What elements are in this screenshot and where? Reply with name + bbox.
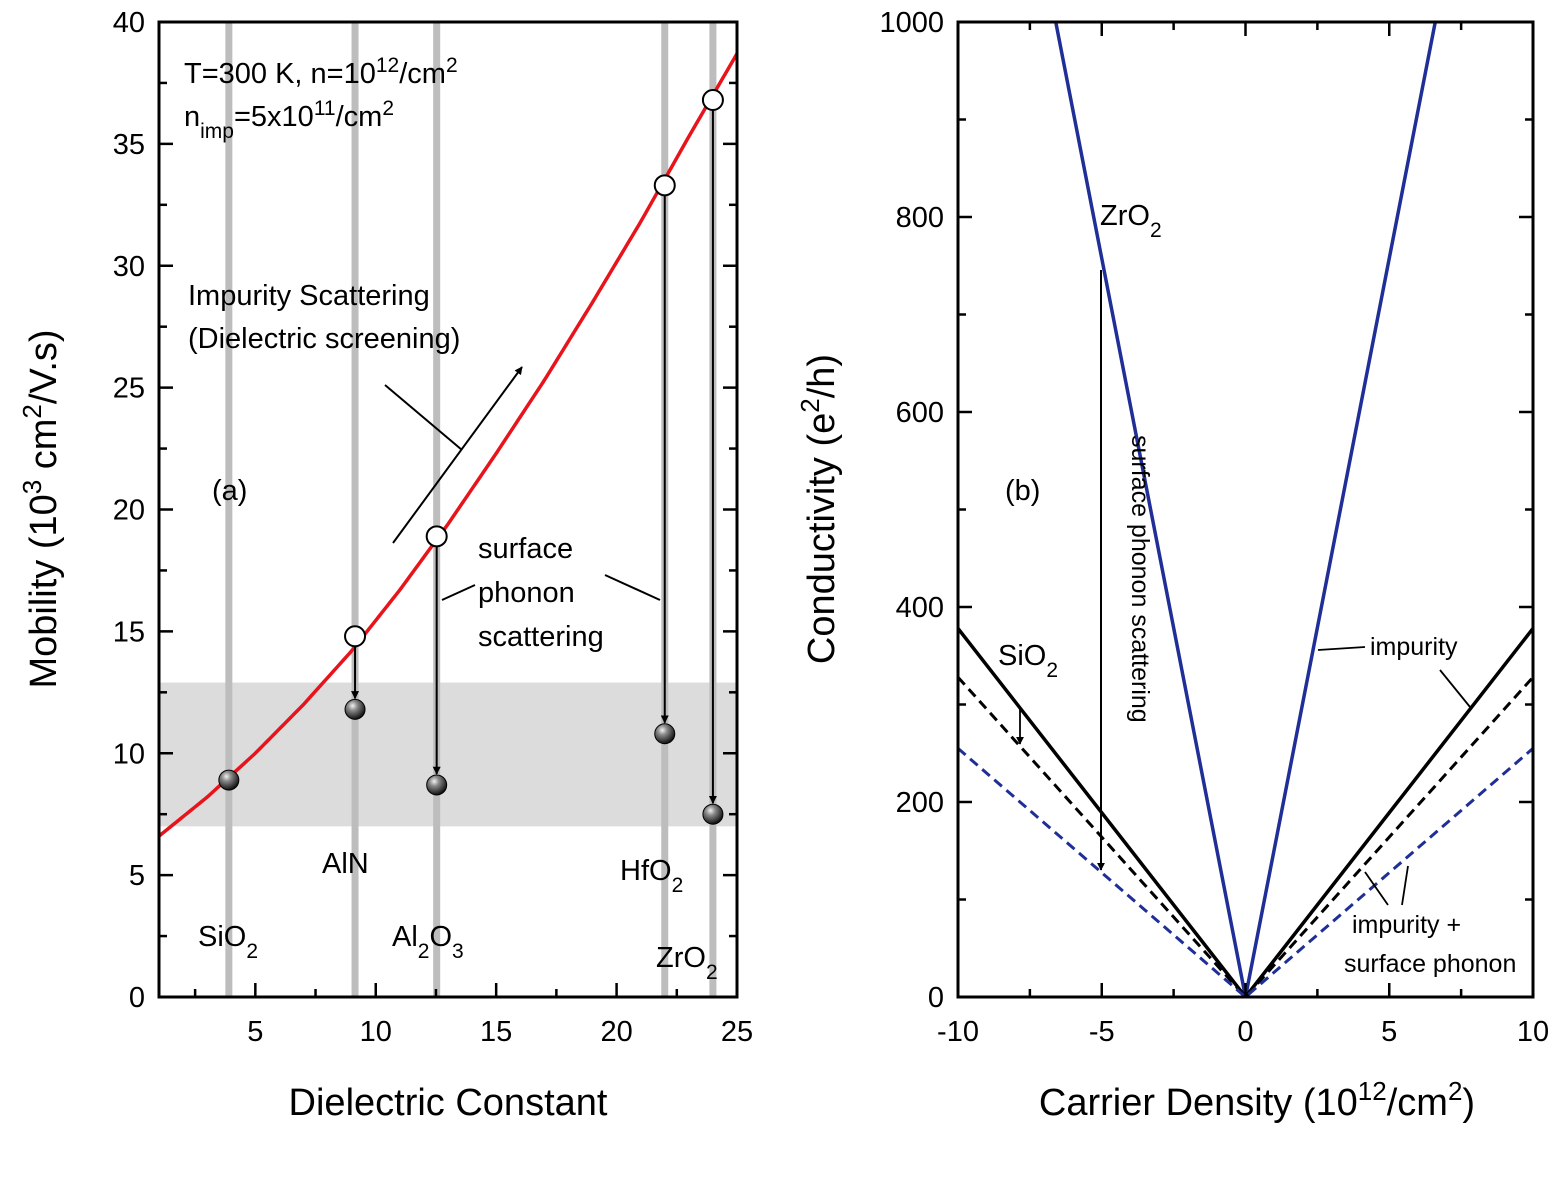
x-tick-label-b: -10: [937, 1016, 979, 1048]
total-point: [344, 698, 366, 720]
impurity-scattering-curve: [159, 52, 737, 838]
panel-b: -10 -5 0 5 10 0 200 400 600 800 1000 ZrO2 SiO2 (b)…: [795, 7, 1549, 1124]
x-tick-label-b: -5: [1089, 1016, 1115, 1048]
zro2-series-label: ZrO2: [1100, 200, 1162, 242]
plot-a-frame: [157, 20, 739, 999]
impurity-leader-1: [1317, 646, 1366, 651]
surface-phonon-label-3: scattering: [478, 621, 604, 653]
y-tick-label-a: 5: [129, 860, 145, 892]
series-solid-blue: [1054, 22, 1437, 997]
total-point: [654, 723, 676, 745]
impurity-plus-leader-2: [1401, 865, 1409, 906]
x-tick-label-a: 20: [600, 1016, 632, 1048]
impurity-point: [653, 174, 676, 197]
material-label-hfo2: HfO2: [620, 855, 683, 897]
y-axis-title-a: Mobility (103 cm2/V.s): [17, 329, 65, 688]
material-label-sio2: SiO2: [198, 921, 258, 963]
y-tick-label-b: 800: [896, 202, 944, 234]
y-tick-label-a: 35: [113, 129, 145, 161]
x-tick-label-a: 10: [360, 1016, 392, 1048]
impurity-label-leader: [384, 384, 463, 451]
total-point: [426, 774, 448, 796]
impurity-plus-label-2: surface phonon: [1344, 950, 1516, 978]
y-tick-label-a: 15: [113, 616, 145, 648]
y-tick-label-a: 20: [113, 495, 145, 527]
total-point: [702, 803, 724, 825]
x-tick-label-b: 5: [1381, 1016, 1397, 1048]
impurity-point: [701, 89, 724, 111]
panel-a-label: (a): [212, 475, 247, 507]
y-tick-label-b: 1000: [879, 7, 944, 39]
x-tick-label-b: 0: [1237, 1016, 1253, 1048]
x-tick-label-a: 15: [480, 1016, 512, 1048]
x-axis-title-b: Carrier Density (1012/cm2): [1039, 1076, 1475, 1124]
series-dashed-blue: [958, 747, 1533, 997]
material-label-zro2: ZrO2: [656, 942, 718, 984]
impurity-trend-arrow: [392, 366, 523, 544]
surface-phonon-label-1: surface: [478, 533, 573, 565]
y-tick-label-b: 600: [896, 397, 944, 429]
surface-phonon-vertical-label: surface phonon scattering: [1126, 435, 1154, 723]
impurity-plus-leader-1: [1364, 871, 1389, 906]
y-axis-title-b: Conductivity (e2/h): [795, 354, 843, 664]
x-tick-label-a: 25: [721, 1016, 753, 1048]
x-axis-title-a: Dielectric Constant: [289, 1082, 608, 1124]
conditions-line2: nimp=5x1011/cm2: [184, 97, 394, 143]
y-tick-label-a: 40: [113, 7, 145, 39]
surface-leader-left: [441, 584, 476, 601]
y-tick-label-a: 25: [113, 373, 145, 405]
x-tick-label-b: 10: [1517, 1016, 1549, 1048]
total-point: [218, 769, 240, 791]
impurity-label: impurity: [1370, 633, 1458, 661]
y-tick-label-a: 10: [113, 738, 145, 770]
impurity-point: [425, 525, 448, 548]
gray-range-band: [159, 682, 737, 827]
y-tick-label-b: 0: [928, 982, 944, 1014]
panel-a: 5 10 15 20 25 0 5 10 15 20 25 30 35 40 T=300 K, n=101…: [17, 7, 753, 1124]
impurity-scattering-label-2: (Dielectric screening): [188, 323, 460, 355]
x-tick-label-a: 5: [247, 1016, 263, 1048]
surface-phonon-label-2: phonon: [478, 577, 575, 609]
impurity-leader-2: [1439, 669, 1471, 708]
plot-b-frame: [956, 20, 1535, 999]
impurity-plus-label-1: impurity +: [1352, 911, 1461, 939]
y-tick-label-b: 200: [896, 787, 944, 819]
y-tick-label-a: 0: [129, 982, 145, 1014]
material-label-al2o3: Al2O3: [392, 921, 464, 963]
y-tick-label-b: 400: [896, 592, 944, 624]
sio2-series-label: SiO2: [998, 640, 1058, 682]
panel-b-label: (b): [1005, 475, 1040, 507]
series-solid-black: [958, 627, 1533, 997]
surface-leader-right: [604, 574, 661, 601]
conditions-line1: T=300 K, n=1012/cm2: [184, 54, 458, 91]
y-tick-label-a: 30: [113, 251, 145, 283]
material-label-aln: AlN: [322, 848, 369, 880]
impurity-scattering-label-1: Impurity Scattering: [188, 280, 430, 312]
impurity-point: [344, 625, 367, 648]
